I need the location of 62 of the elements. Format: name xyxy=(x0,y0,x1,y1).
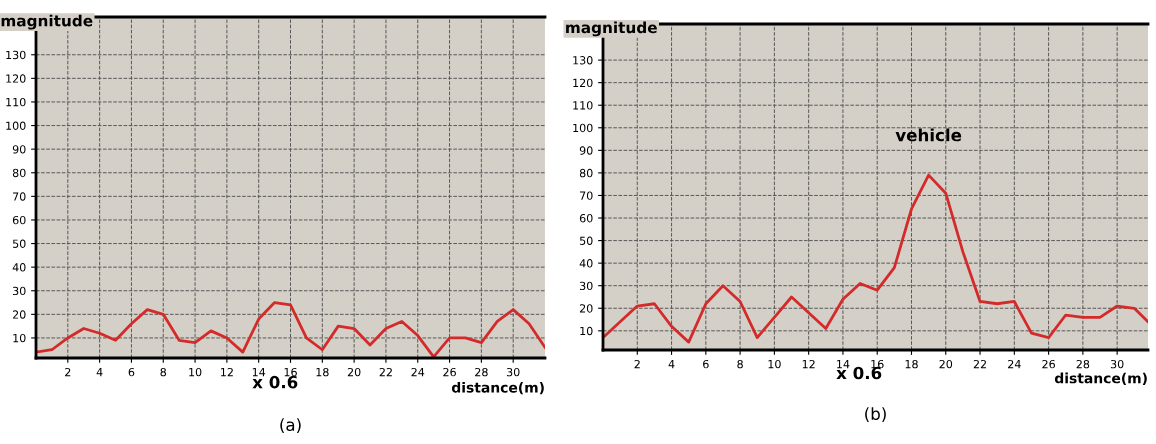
y-tick-label: 30 xyxy=(12,286,26,296)
y-tick-label: 20 xyxy=(12,310,26,319)
x-tick-label: 20 xyxy=(347,367,361,377)
x-tick-label: 12 xyxy=(802,359,815,369)
y-tick-label: 20 xyxy=(579,304,593,313)
text: (b) xyxy=(865,407,886,422)
y-tick-label: 120 xyxy=(573,78,593,88)
y-tick-label: 120 xyxy=(6,74,26,83)
y-tick-label: 70 xyxy=(580,191,593,200)
y-axis-title: magnitude xyxy=(1,14,93,30)
annotation: vehicle xyxy=(895,128,962,142)
y-tick-label: 50 xyxy=(13,239,26,248)
x-tick-label: 6 xyxy=(703,359,709,369)
x-tick-label: 4 xyxy=(668,360,675,369)
y-tick-label: 80 xyxy=(12,168,26,178)
y-axis-title: magnitude xyxy=(566,21,657,37)
x-tick-label: 10 xyxy=(768,359,781,369)
y-tick-label: 100 xyxy=(6,121,26,130)
x-tick-label: 18 xyxy=(316,367,329,377)
x-tick-label: 24 xyxy=(411,367,425,377)
x-tick-label: 22 xyxy=(973,359,986,369)
y-tick-label: 60 xyxy=(579,214,593,223)
x-tick-label: 30 xyxy=(1110,359,1124,369)
x-tick-label: 24 xyxy=(1008,359,1021,369)
y-tick-label: 90 xyxy=(579,146,593,155)
x-tick-label: 26 xyxy=(443,367,456,377)
y-tick-label: 80 xyxy=(579,168,593,178)
y-tick-label: 30 xyxy=(579,281,593,291)
x-tick-label: 10 xyxy=(189,367,202,377)
x-tick-label: 30 xyxy=(506,367,520,377)
y-tick-label: 60 xyxy=(12,215,26,225)
y-tick-label: 40 xyxy=(12,263,26,272)
y-tick-label: 110 xyxy=(6,97,26,107)
x-tick-label: 4 xyxy=(96,368,103,377)
x-tick-label: 2 xyxy=(634,359,640,369)
x-tick-label: 22 xyxy=(379,367,392,377)
y-tick-label: 10 xyxy=(13,333,26,343)
x-tick-label: 6 xyxy=(128,367,135,377)
x-tick-label: 28 xyxy=(475,367,488,377)
x-tick-label: 28 xyxy=(1076,359,1090,369)
y-tick-label: 110 xyxy=(573,101,593,110)
x-tick-label: 16 xyxy=(284,367,297,377)
line-series xyxy=(603,173,1148,344)
y-tick-label: 130 xyxy=(6,50,26,60)
y-tick-label: 100 xyxy=(573,123,593,133)
x-axis-title: distance(m) xyxy=(451,381,544,395)
x-tick-label: 8 xyxy=(737,359,743,369)
x-tick-label: 14 xyxy=(252,368,266,377)
y-tick-label: 90 xyxy=(12,145,26,154)
x-tick-label: 18 xyxy=(905,359,918,369)
y-tick-label: 130 xyxy=(573,56,593,65)
x-axis-title: distance(m) xyxy=(1054,372,1147,385)
x-tick-label: 2 xyxy=(65,367,71,377)
text: (a) xyxy=(280,418,301,433)
x-tick-label: 12 xyxy=(221,367,233,377)
x-tick-label: 20 xyxy=(939,359,953,369)
y-tick-label: 70 xyxy=(13,192,26,201)
x-tick-label: 26 xyxy=(1042,359,1055,369)
x-tick-label: 8 xyxy=(160,367,167,377)
y-tick-label: 40 xyxy=(579,259,593,268)
y-tick-label: 10 xyxy=(580,326,593,336)
y-tick-label: 50 xyxy=(580,236,593,245)
